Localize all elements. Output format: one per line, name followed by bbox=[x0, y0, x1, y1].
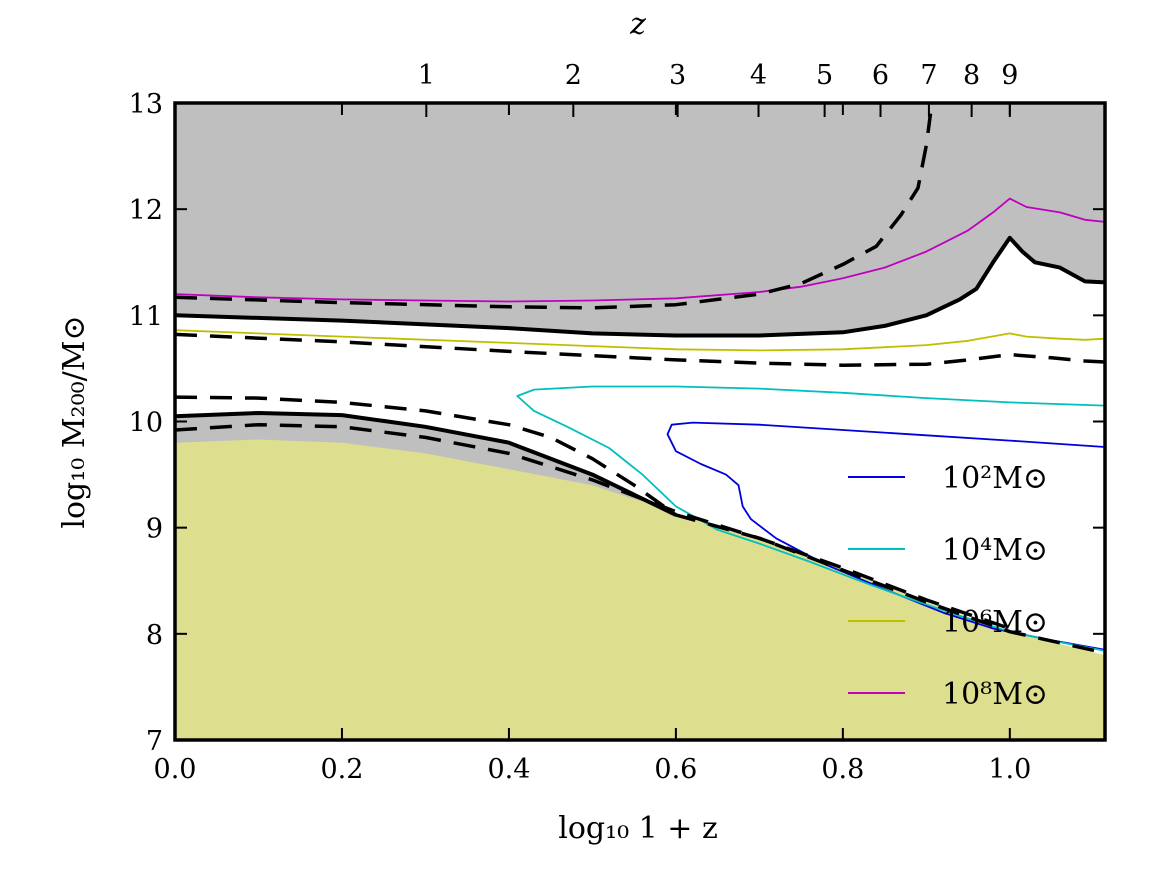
black-solid-upper bbox=[175, 235, 1105, 338]
y-tick-label: 9 bbox=[146, 514, 163, 545]
legend: 10²M⊙ 10⁴M⊙ 10⁶M⊙ 10⁸M⊙ bbox=[848, 461, 1048, 712]
olive-shaded-region bbox=[175, 439, 1105, 740]
series-line-1 bbox=[666, 421, 1105, 651]
x-tick-label: 0.2 bbox=[320, 754, 363, 785]
x-tick-label: 0.6 bbox=[654, 754, 697, 785]
black-dashed-upper-high bbox=[175, 113, 933, 310]
upper-shaded-region bbox=[175, 103, 1105, 336]
x-tick-label: 0.0 bbox=[154, 754, 197, 785]
x-axis-label: log₁₀ 1 + z bbox=[558, 811, 718, 846]
legend-label: 10⁸M⊙ bbox=[942, 677, 1048, 712]
top-axis-label: z bbox=[629, 7, 646, 42]
series-line-3 bbox=[175, 329, 1105, 352]
y-axis-label: log₁₀ M₂₀₀/M⊙ bbox=[57, 315, 92, 528]
top-tick-label: 3 bbox=[669, 60, 686, 91]
top-tick-label: 5 bbox=[816, 60, 833, 91]
black-dashed-lower-low bbox=[175, 422, 1011, 631]
y-tick-label: 10 bbox=[129, 408, 163, 439]
series-line-2 bbox=[516, 385, 1105, 652]
top-tick-label: 9 bbox=[1001, 60, 1018, 91]
top-tick-label: 2 bbox=[565, 60, 582, 91]
top-tick-label: 1 bbox=[418, 60, 435, 91]
black-dashed-lower-high bbox=[175, 395, 1105, 655]
y-tick-label: 11 bbox=[129, 301, 163, 332]
y-tick-label: 13 bbox=[129, 89, 163, 120]
legend-label: 10⁴M⊙ bbox=[942, 533, 1048, 568]
top-tick-label: 6 bbox=[872, 60, 889, 91]
legend-label: 10⁶M⊙ bbox=[942, 605, 1048, 640]
x-tick-label: 1.0 bbox=[988, 754, 1031, 785]
top-tick-label: 7 bbox=[920, 60, 937, 91]
series-line-4 bbox=[175, 197, 1105, 303]
plot-area bbox=[175, 103, 1105, 740]
x-tick-label: 0.8 bbox=[821, 754, 864, 785]
black-solid-lower bbox=[175, 411, 677, 517]
black-dashed-upper-low bbox=[175, 332, 1105, 367]
legend-label: 10²M⊙ bbox=[942, 461, 1048, 496]
top-tick-label: 4 bbox=[750, 60, 767, 91]
x-tick-label: 0.4 bbox=[487, 754, 530, 785]
y-tick-label: 8 bbox=[146, 620, 163, 651]
y-tick-label: 12 bbox=[129, 195, 163, 226]
top-tick-label: 8 bbox=[963, 60, 980, 91]
y-tick-label: 7 bbox=[146, 726, 163, 757]
